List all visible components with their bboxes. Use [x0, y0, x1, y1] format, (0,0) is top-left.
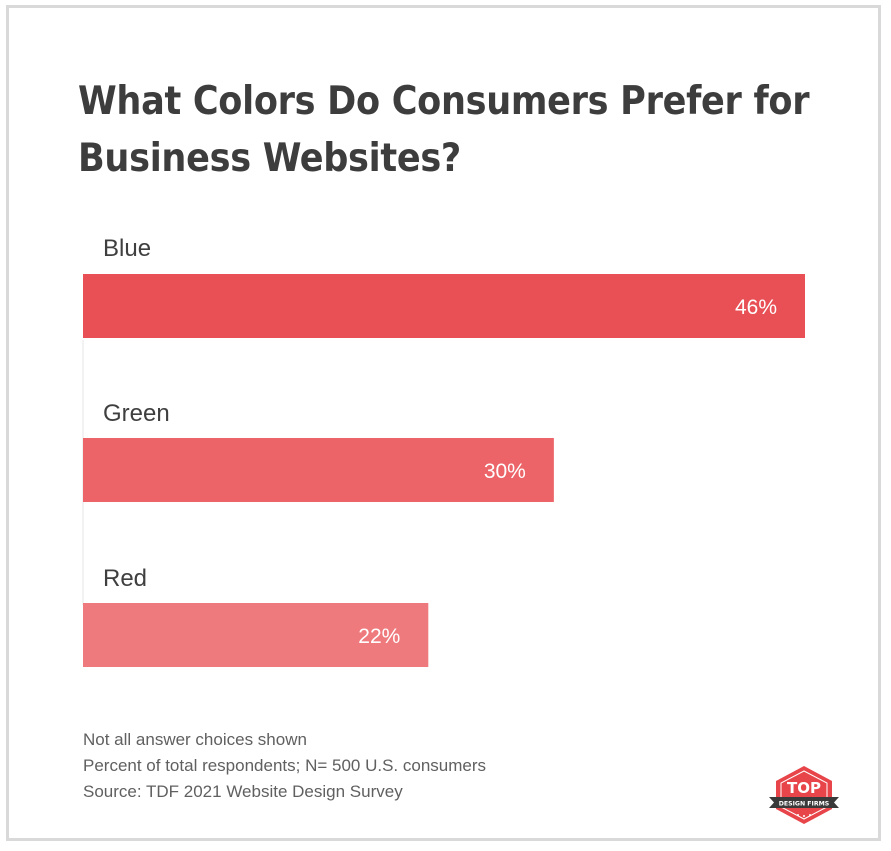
note-line-1: Not all answer choices shown: [83, 730, 307, 749]
bar-red: [83, 603, 429, 667]
chart-title: What Colors Do Consumers Prefer for Busi…: [78, 79, 810, 181]
category-label-green: Green: [103, 400, 170, 427]
svg-text:DESIGN FIRMS: DESIGN FIRMS: [779, 801, 829, 808]
category-label-red: Red: [103, 565, 147, 592]
svg-text:TOP: TOP: [787, 779, 821, 797]
chart-frame: [6, 5, 881, 841]
note-line-3: Source: TDF 2021 Website Design Survey: [83, 782, 403, 801]
bar-blue: [83, 274, 805, 338]
value-label-red: 22%: [358, 625, 400, 648]
value-label-blue: 46%: [735, 296, 777, 319]
bar-green: [83, 438, 554, 502]
chart-notes: Not all answer choices shown Percent of …: [83, 727, 486, 805]
top-design-firms-logo: TOP DESIGN FIRMS: [769, 766, 839, 824]
value-label-green: 30%: [484, 460, 526, 483]
category-label-blue: Blue: [103, 235, 151, 262]
note-line-2: Percent of total respondents; N= 500 U.S…: [83, 756, 487, 775]
